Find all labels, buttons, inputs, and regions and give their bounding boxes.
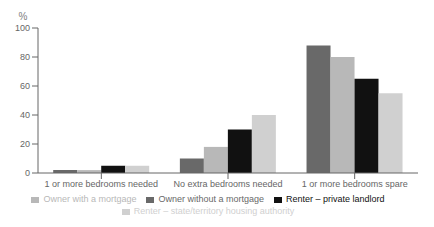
html-text:Owner with a mortgage: Owner with a mortgage	[43, 194, 137, 204]
svg-text:80: 80	[20, 52, 30, 62]
html-text:Renter – private landlord: Renter – private landlord	[286, 194, 385, 204]
html-text:Renter – state/territory housi: Renter – state/territory housing authori…	[133, 206, 295, 216]
svg-text:40: 40	[20, 110, 30, 120]
svg-text:1 or more bedrooms spare: 1 or more bedrooms spare	[302, 179, 408, 189]
html-text:Owner without a mortgage: Owner without a mortgage	[158, 194, 264, 204]
svg-text:100: 100	[15, 23, 30, 33]
svg-text:1 or more bedrooms needed: 1 or more bedrooms needed	[45, 179, 159, 189]
svg-text:No extra bedrooms needed: No extra bedrooms needed	[173, 179, 282, 189]
svg-text:20: 20	[20, 139, 30, 149]
svg-text:60: 60	[20, 81, 30, 91]
svg-text:0: 0	[25, 168, 30, 178]
svg-text:%: %	[19, 11, 28, 22]
